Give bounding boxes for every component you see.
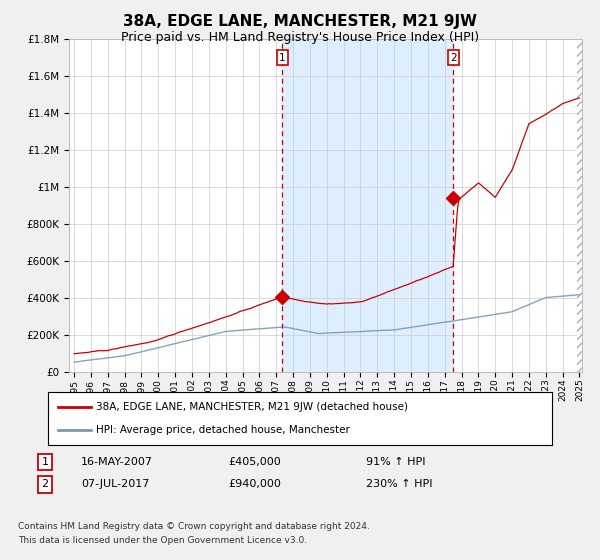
Bar xyxy=(577,39,582,372)
Text: HPI: Average price, detached house, Manchester: HPI: Average price, detached house, Manc… xyxy=(96,425,350,435)
Text: Contains HM Land Registry data © Crown copyright and database right 2024.: Contains HM Land Registry data © Crown c… xyxy=(18,522,370,531)
Text: 1: 1 xyxy=(279,53,286,63)
Text: 38A, EDGE LANE, MANCHESTER, M21 9JW: 38A, EDGE LANE, MANCHESTER, M21 9JW xyxy=(123,14,477,29)
Text: This data is licensed under the Open Government Licence v3.0.: This data is licensed under the Open Gov… xyxy=(18,536,307,545)
Text: £405,000: £405,000 xyxy=(228,457,281,467)
Bar xyxy=(577,39,582,372)
Text: Price paid vs. HM Land Registry's House Price Index (HPI): Price paid vs. HM Land Registry's House … xyxy=(121,31,479,44)
Text: 2: 2 xyxy=(41,479,49,489)
Text: 2: 2 xyxy=(450,53,457,63)
Text: £940,000: £940,000 xyxy=(228,479,281,489)
Text: 07-JUL-2017: 07-JUL-2017 xyxy=(81,479,149,489)
Text: 38A, EDGE LANE, MANCHESTER, M21 9JW (detached house): 38A, EDGE LANE, MANCHESTER, M21 9JW (det… xyxy=(96,402,408,412)
Bar xyxy=(283,39,454,372)
Text: 91% ↑ HPI: 91% ↑ HPI xyxy=(366,457,425,467)
Text: 230% ↑ HPI: 230% ↑ HPI xyxy=(366,479,433,489)
Text: 1: 1 xyxy=(41,457,49,467)
Text: 16-MAY-2007: 16-MAY-2007 xyxy=(81,457,153,467)
